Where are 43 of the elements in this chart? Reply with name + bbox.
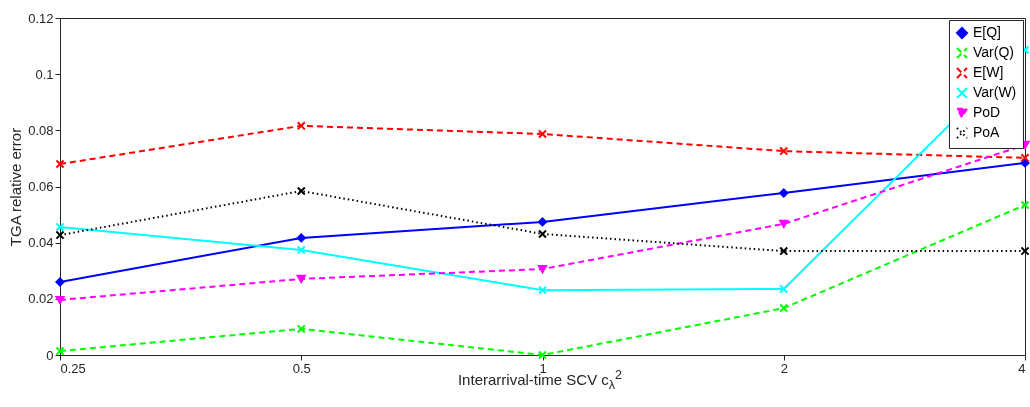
point (1020, 153, 1030, 163)
x-tick-label: 2 (780, 360, 788, 376)
y-tick-label: 0.1 (35, 66, 54, 82)
legend-label: E[W] (973, 64, 1004, 80)
point (55, 230, 65, 240)
point (296, 186, 306, 196)
point (537, 229, 548, 239)
y-tick-label: 0.12 (28, 10, 54, 26)
point (779, 219, 789, 228)
point (779, 303, 789, 313)
point (779, 188, 789, 198)
y-tick-label: 0.04 (28, 235, 54, 251)
point (296, 324, 306, 334)
y-tick-label: 0.08 (28, 122, 54, 138)
legend-label: Var(W) (973, 84, 1017, 100)
point (1020, 200, 1030, 210)
y-tick-label: 0.06 (28, 179, 54, 194)
legend-label: E[Q] (973, 24, 1002, 40)
point (55, 222, 65, 232)
point (537, 285, 548, 295)
point (55, 295, 65, 305)
legend-label: Var(Q) (973, 44, 1014, 60)
point (537, 265, 548, 274)
legend-label: PoD (973, 104, 1001, 120)
y-tick-label: 0 (46, 347, 54, 363)
point (779, 284, 789, 294)
x-tick-label: 0.25 (60, 360, 86, 376)
point (537, 350, 548, 360)
point (537, 129, 548, 139)
point (779, 246, 789, 256)
point (296, 121, 306, 131)
legend-label: PoA (973, 124, 1001, 140)
point (779, 146, 789, 156)
y-axis-title: TGA relative error (7, 127, 25, 247)
point (296, 233, 306, 243)
point (296, 245, 306, 255)
point (537, 217, 548, 227)
point (55, 159, 65, 169)
x-tick-label: 4 (1018, 360, 1026, 376)
point (296, 274, 306, 283)
y-tick-label: 0.02 (28, 291, 54, 307)
point (1020, 246, 1030, 256)
x-tick-label: 0.5 (292, 360, 311, 376)
